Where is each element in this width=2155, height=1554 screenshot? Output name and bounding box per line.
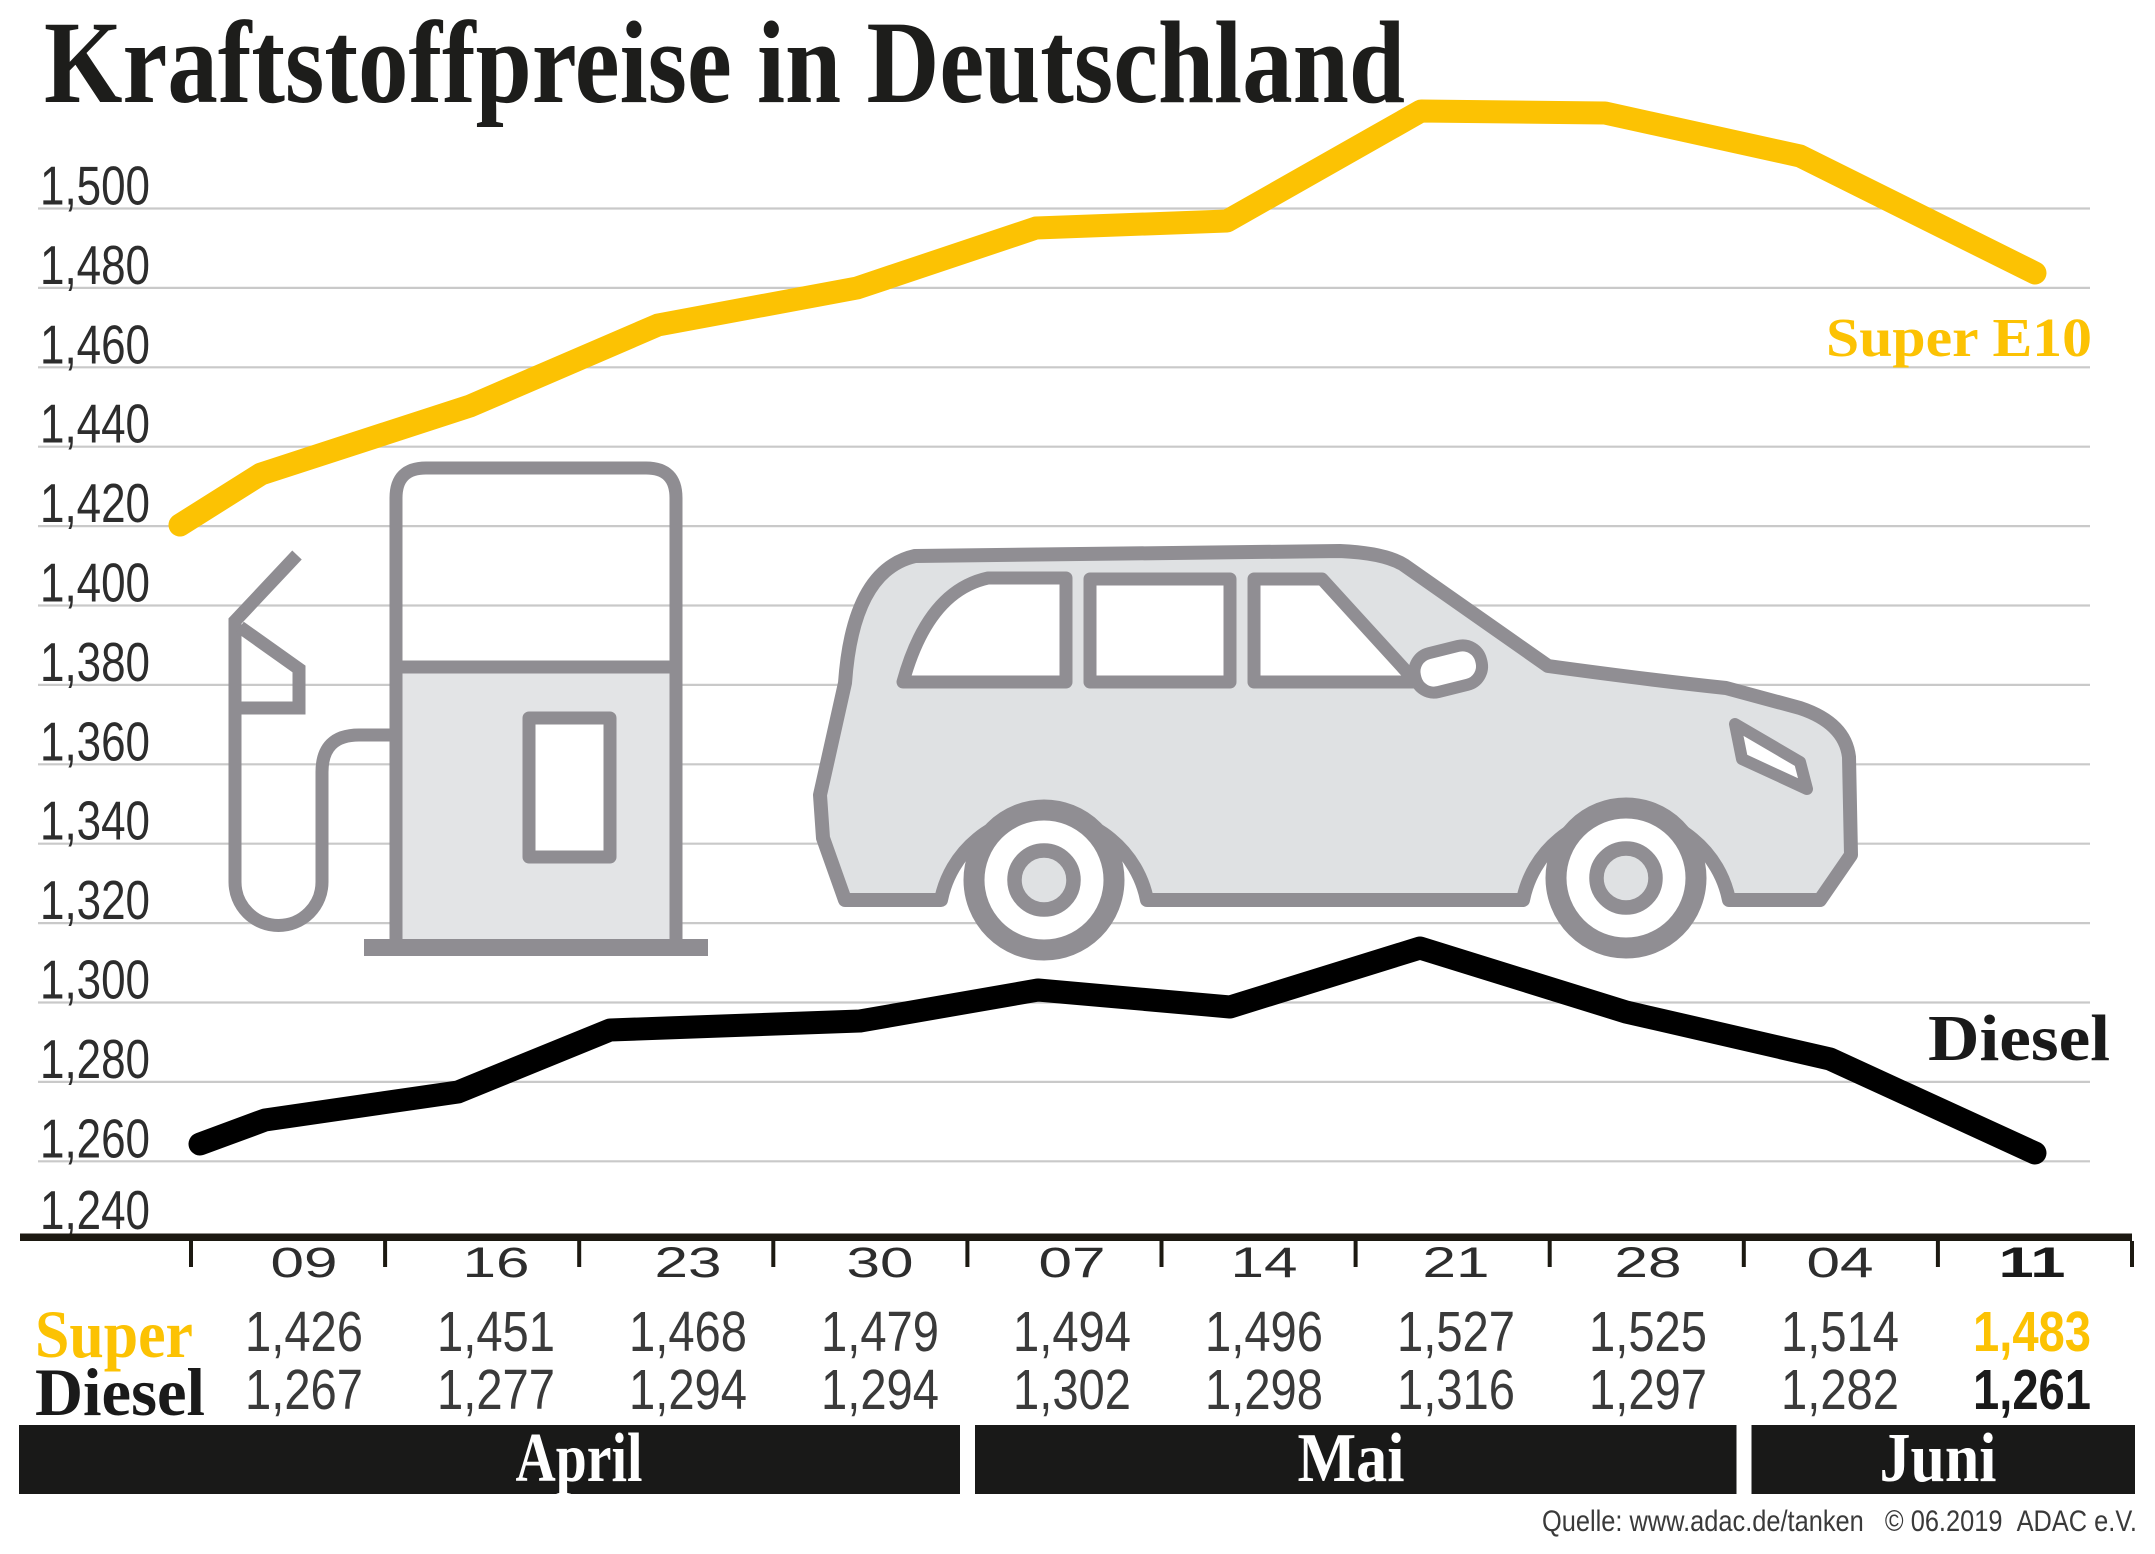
svg-text:Juni: Juni [1880, 1420, 1997, 1497]
svg-text:1,479: 1,479 [821, 1300, 939, 1364]
svg-text:1,320: 1,320 [40, 869, 150, 931]
svg-text:1,267: 1,267 [245, 1358, 363, 1422]
svg-text:1,294: 1,294 [821, 1358, 939, 1422]
svg-text:1,483: 1,483 [1973, 1300, 2091, 1364]
svg-text:1,420: 1,420 [40, 472, 150, 534]
svg-text:16: 16 [463, 1239, 530, 1287]
svg-text:1,527: 1,527 [1397, 1300, 1515, 1364]
svg-text:Diesel: Diesel [35, 1354, 205, 1430]
svg-text:04: 04 [1807, 1239, 1874, 1287]
svg-text:1,500: 1,500 [40, 155, 150, 217]
svg-text:11: 11 [1999, 1239, 2066, 1287]
svg-text:1,400: 1,400 [40, 552, 150, 614]
svg-text:28: 28 [1615, 1239, 1682, 1287]
svg-text:1,440: 1,440 [40, 393, 150, 455]
svg-text:1,298: 1,298 [1205, 1358, 1323, 1422]
svg-text:30: 30 [847, 1239, 914, 1287]
svg-text:1,360: 1,360 [40, 710, 150, 772]
svg-text:1,514: 1,514 [1781, 1300, 1899, 1364]
svg-text:Super E10: Super E10 [1826, 307, 2092, 368]
svg-text:1,380: 1,380 [40, 631, 150, 693]
svg-text:1,240: 1,240 [40, 1179, 150, 1241]
svg-text:1,480: 1,480 [40, 234, 150, 296]
svg-text:April: April [516, 1420, 643, 1497]
svg-text:21: 21 [1423, 1239, 1490, 1287]
svg-text:Quelle: www.adac.de/tanken ©: Quelle: www.adac.de/tanken © 06.2019 ADA… [1542, 1505, 2137, 1538]
svg-text:1,282: 1,282 [1781, 1358, 1899, 1422]
svg-text:1,260: 1,260 [40, 1107, 150, 1169]
svg-text:23: 23 [655, 1239, 722, 1287]
svg-text:1,297: 1,297 [1589, 1358, 1707, 1422]
svg-text:1,426: 1,426 [245, 1300, 363, 1364]
svg-text:1,277: 1,277 [437, 1358, 555, 1422]
svg-text:1,300: 1,300 [40, 949, 150, 1011]
svg-text:1,316: 1,316 [1397, 1358, 1515, 1422]
svg-text:1,261: 1,261 [1973, 1358, 2091, 1422]
svg-text:Kraftstoffpreise in Deutschlan: Kraftstoffpreise in Deutschland [44, 0, 1405, 128]
svg-text:1,494: 1,494 [1013, 1300, 1131, 1364]
svg-text:1,294: 1,294 [629, 1358, 747, 1422]
svg-text:1,340: 1,340 [40, 790, 150, 852]
svg-text:Diesel: Diesel [1928, 1002, 2110, 1075]
svg-text:14: 14 [1231, 1239, 1298, 1287]
svg-text:09: 09 [271, 1239, 338, 1287]
svg-text:1,451: 1,451 [437, 1300, 555, 1364]
svg-text:Super: Super [35, 1296, 193, 1372]
svg-text:1,302: 1,302 [1013, 1358, 1131, 1422]
svg-text:1,525: 1,525 [1589, 1300, 1707, 1364]
svg-text:1,496: 1,496 [1205, 1300, 1323, 1364]
svg-text:1,468: 1,468 [629, 1300, 747, 1364]
svg-text:07: 07 [1039, 1239, 1106, 1287]
svg-text:Mai: Mai [1298, 1420, 1405, 1497]
svg-text:1,460: 1,460 [40, 313, 150, 375]
svg-text:1,280: 1,280 [40, 1028, 150, 1090]
